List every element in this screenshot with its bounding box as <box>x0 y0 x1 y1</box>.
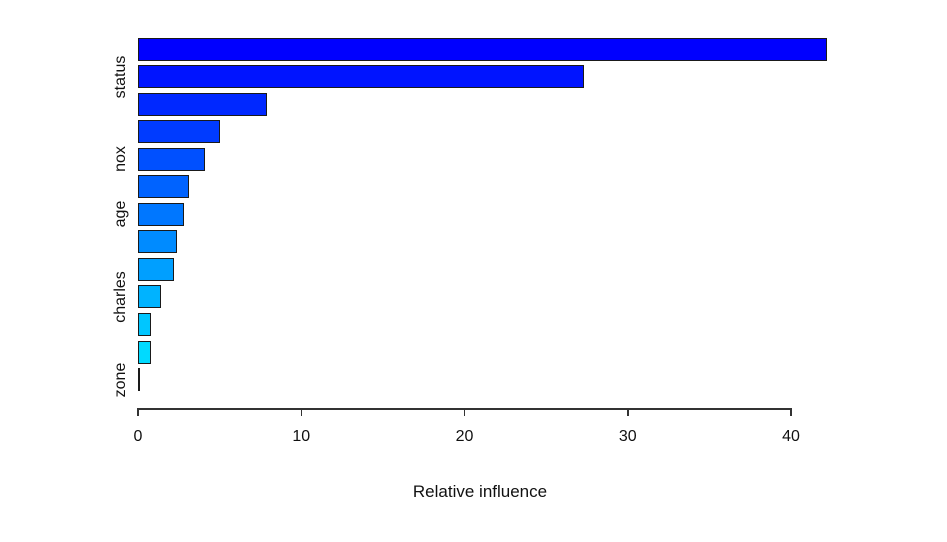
y-axis-label-status: status <box>112 55 129 99</box>
x-tick-10 <box>300 408 302 416</box>
bar-5-nox <box>138 147 205 171</box>
y-axis-label-age: age <box>112 201 129 228</box>
bar-6 <box>138 175 189 199</box>
bar-3 <box>138 92 267 116</box>
y-axis-label-nox: nox <box>112 146 129 173</box>
y-axis-label-charles: charles <box>112 271 129 323</box>
x-tick-label-30: 30 <box>618 428 637 445</box>
x-tick-30 <box>627 408 629 416</box>
bar-2-status <box>138 65 584 89</box>
bar-11 <box>138 313 152 336</box>
x-tick-20 <box>463 408 466 416</box>
x-tick-label-0: 0 <box>133 428 143 445</box>
x-tick-label-40: 40 <box>782 428 800 445</box>
bar-8 <box>138 230 178 254</box>
bar-13-zone <box>138 368 140 392</box>
bar-7-age <box>138 202 184 226</box>
y-axis-label-zone: zone <box>112 362 129 397</box>
bar-4 <box>138 120 220 144</box>
bar-10-charles <box>138 285 161 309</box>
bar-1 <box>138 37 827 61</box>
x-tick-label-10: 10 <box>292 428 311 445</box>
x-tick-0 <box>137 408 139 416</box>
bar-9 <box>138 257 174 281</box>
bar-12 <box>138 340 152 364</box>
x-tick-40 <box>790 408 792 416</box>
x-axis-title: Relative influence <box>412 482 548 501</box>
x-tick-label-20: 20 <box>455 428 474 445</box>
